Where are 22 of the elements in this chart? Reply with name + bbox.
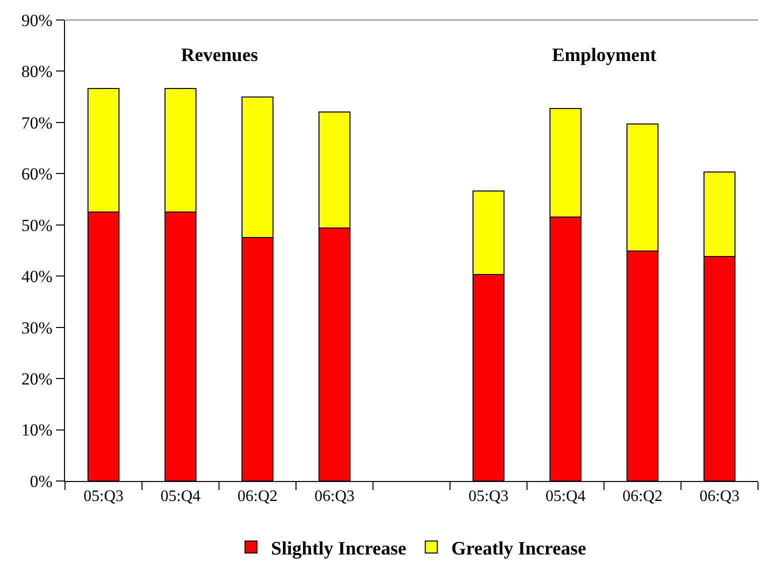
x-tick-label: 05:Q4 xyxy=(160,488,200,506)
y-tick-label: 60% xyxy=(21,164,53,184)
y-tick-label: 50% xyxy=(21,216,53,235)
y-tick-label: 20% xyxy=(21,370,53,389)
y-tick-label: 10% xyxy=(21,420,53,440)
y-tick-label: 90% xyxy=(21,10,53,30)
x-tick-label: 05:Q4 xyxy=(546,488,586,506)
x-tick-label: 06:Q2 xyxy=(622,488,662,506)
legend-label: Slightly Increase xyxy=(271,538,406,560)
annotation: Revenues xyxy=(181,45,258,66)
x-tick-label: 05:Q3 xyxy=(84,488,124,506)
y-tick-label: 80% xyxy=(21,62,53,82)
x-tick-label: 06:Q2 xyxy=(238,488,278,506)
legend-label: Greatly Increase xyxy=(451,538,586,560)
y-tick-label: 30% xyxy=(21,318,53,338)
x-tick-label: 06:Q3 xyxy=(314,488,354,506)
annotation: Employment xyxy=(552,45,658,66)
y-tick-label: 0% xyxy=(30,472,53,491)
y-tick-label: 70% xyxy=(21,113,53,132)
x-tick-label: 06:Q3 xyxy=(700,488,740,506)
y-tick-label: 40% xyxy=(21,267,53,286)
x-tick-label: 05:Q3 xyxy=(468,488,508,506)
